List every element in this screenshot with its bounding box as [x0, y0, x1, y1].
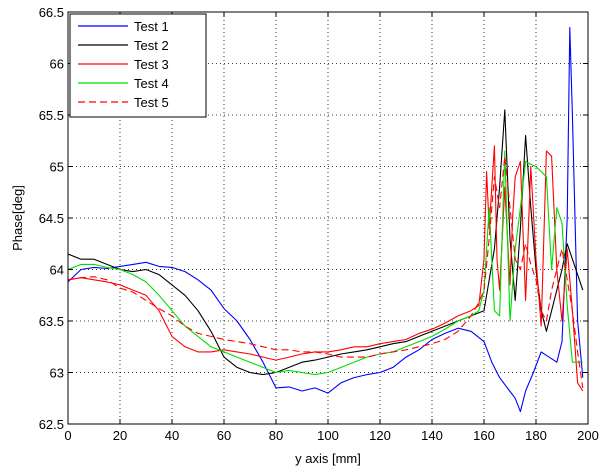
x-tick-label: 140: [421, 428, 443, 443]
y-tick-label: 64.5: [39, 211, 64, 226]
y-tick-label: 66: [50, 57, 64, 72]
x-tick-label: 100: [317, 428, 339, 443]
y-tick-label: 63: [50, 366, 64, 381]
series-line-test-3: [68, 145, 584, 392]
y-tick-label: 62.5: [39, 417, 64, 432]
x-axis-label: y axis [mm]: [295, 451, 361, 466]
y-tick-labels: 62.5 63 63.5 64 64.5 65 65.5 66 66.5: [39, 5, 64, 432]
axis-ticks: [67, 11, 589, 425]
legend-label: Test 5: [134, 95, 169, 110]
legend-label: Test 3: [134, 57, 169, 72]
legend-label: Test 4: [134, 76, 169, 91]
legend-box: [69, 13, 207, 118]
series-line-test-1: [68, 26, 584, 413]
legend-label: Test 2: [134, 38, 169, 53]
x-tick-label: 120: [369, 428, 391, 443]
x-tick-label: 40: [165, 428, 179, 443]
x-tick-label: 180: [525, 428, 547, 443]
x-tick-label: 60: [217, 428, 231, 443]
x-tick-label: 200: [577, 428, 599, 443]
series-line-test-4: [68, 150, 583, 376]
x-tick-label: 160: [473, 428, 495, 443]
y-tick-label: 65.5: [39, 108, 64, 123]
y-tick-label: 66.5: [39, 5, 64, 20]
legend-label: Test 1: [134, 19, 169, 34]
y-tick-label: 65: [50, 160, 64, 175]
series-line-test-5: [68, 155, 584, 388]
x-tick-label: 0: [64, 428, 71, 443]
series-layer: [68, 26, 584, 413]
x-tick-labels: 0 20 40 60 80 100 120 140 160 180 200: [64, 428, 598, 443]
x-tick-label: 80: [269, 428, 283, 443]
legend: Test 1 Test 2 Test 3 Test 4 Test 5: [69, 13, 207, 118]
y-tick-label: 64: [50, 263, 64, 278]
y-tick-label: 63.5: [39, 314, 64, 329]
x-tick-label: 20: [113, 428, 127, 443]
y-axis-label: Phase[deg]: [10, 185, 25, 251]
